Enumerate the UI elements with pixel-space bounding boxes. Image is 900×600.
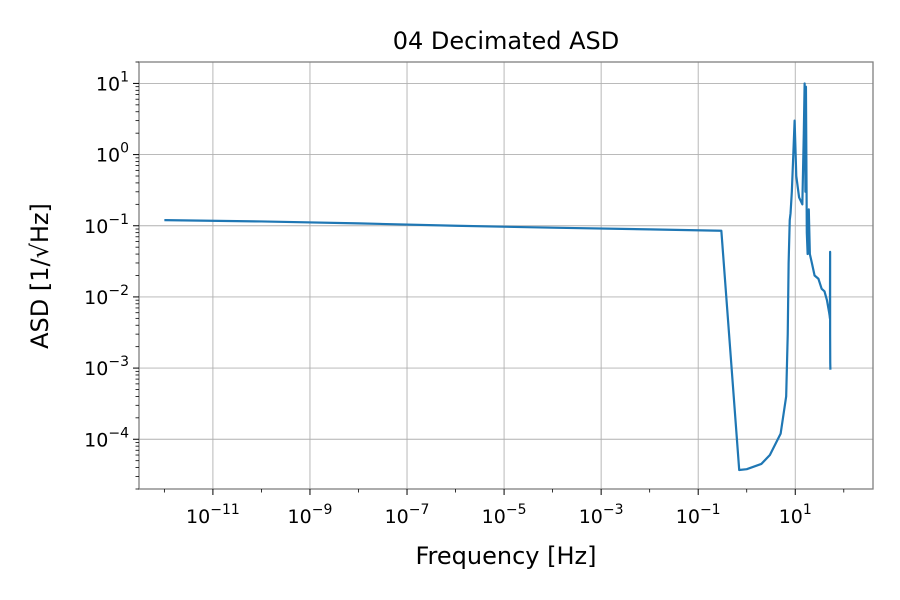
chart-title: 04 Decimated ASD [393,27,620,55]
x-axis-ticks: 10−11 10−9 10−7 10−5 10−3 10−1 101 [163,489,845,528]
x-tick-label: 10−7 [385,502,430,528]
asd-series-line [164,82,832,472]
x-axis-label: Frequency [Hz] [416,542,597,570]
plot-lines [164,82,832,472]
y-tick-label: 100 [96,141,129,167]
y-tick-label: 10−1 [84,212,129,238]
plot-frame [138,61,874,490]
y-tick-label: 101 [96,69,129,95]
y-tick-label: 10−3 [84,354,129,380]
y-tick-label: 10−4 [84,425,129,451]
x-tick-label: 10−5 [482,502,527,528]
x-tick-label: 10−9 [288,502,333,528]
y-axis-ticks: 101 100 10−1 10−2 10−3 10−4 [84,61,139,490]
y-axis-label: ASD [1/√Hz] [26,203,54,349]
x-tick-label: 101 [779,502,812,528]
y-tick-label: 10−2 [84,283,129,309]
x-tick-label: 10−3 [579,502,624,528]
grid [139,62,873,489]
x-tick-label: 10−11 [186,502,240,528]
x-tick-label: 10−1 [676,502,721,528]
